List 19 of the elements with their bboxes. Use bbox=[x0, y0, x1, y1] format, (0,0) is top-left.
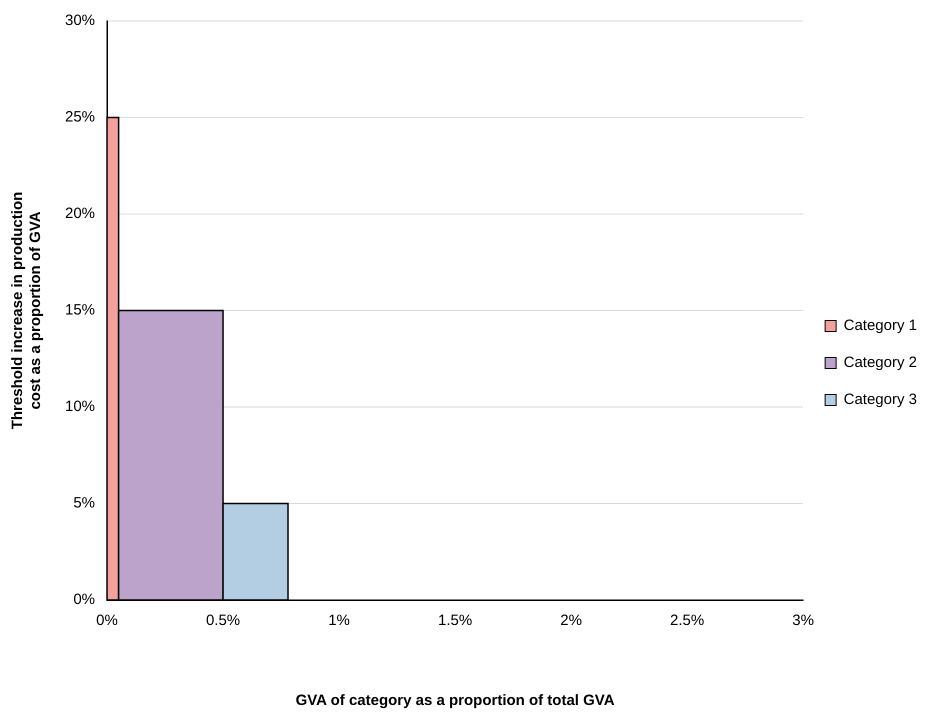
y-tick-label: 15% bbox=[64, 302, 96, 319]
legend-label: Category 2 bbox=[844, 354, 917, 372]
y-tick-label: 20% bbox=[64, 205, 96, 222]
x-tick-label: 0.5% bbox=[206, 612, 240, 630]
y-tick-label: 25% bbox=[64, 108, 96, 126]
x-axis-title: GVA of category as a proportion of total GVA bbox=[296, 692, 615, 710]
x-tick-label: 0% bbox=[96, 612, 118, 630]
y-axis-title: Threshold increase in production cost as a proportion of GVA bbox=[9, 192, 44, 430]
x-tick-label: 1.5% bbox=[438, 612, 472, 630]
x-tick-label: 1% bbox=[328, 612, 350, 630]
legend-label: Category 1 bbox=[844, 317, 917, 334]
x-tick-label: 2.5% bbox=[670, 612, 704, 630]
y-tick-label: 0% bbox=[73, 591, 96, 608]
x-tick-label: 3% bbox=[792, 612, 814, 630]
y-tick-label: 10% bbox=[64, 398, 96, 416]
y-tick-label: 5% bbox=[73, 494, 96, 512]
y-tick-label: 30% bbox=[64, 12, 96, 30]
x-tick-label: 2% bbox=[560, 612, 582, 630]
legend-label: Category 3 bbox=[844, 391, 917, 408]
